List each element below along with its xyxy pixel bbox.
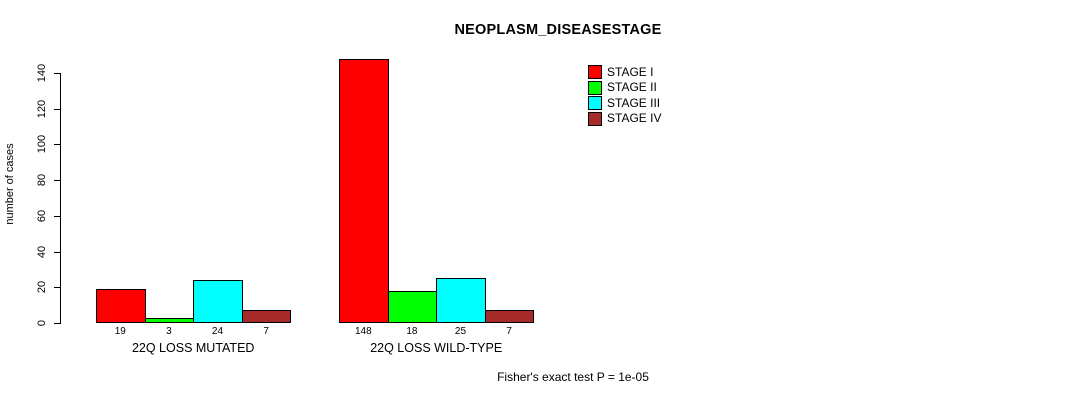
- legend-swatch-stage-ii: [588, 80, 602, 95]
- y-axis-line: [60, 73, 61, 324]
- bar-value-label: 19: [114, 326, 126, 337]
- bar-stage-ii-22q-loss-wild-type: [387, 291, 438, 323]
- bar-stage-iv-22q-loss-wild-type: [484, 310, 535, 323]
- y-tick: [54, 144, 60, 146]
- y-tick: [54, 108, 60, 110]
- bar-value-label: 25: [454, 326, 467, 337]
- legend-label: STAGE III: [607, 95, 661, 110]
- y-tick-label: 100: [36, 135, 48, 154]
- y-tick-label: 0: [36, 319, 48, 327]
- bar-stage-iii-22q-loss-mutated: [193, 280, 243, 323]
- y-axis-label: number of cases: [4, 143, 16, 225]
- legend-label: STAGE IV: [607, 111, 662, 125]
- legend-item-stage-ii: STAGE II: [588, 80, 661, 95]
- legend-item-stage-i: STAGE I: [588, 65, 661, 79]
- y-tick-label: 140: [36, 63, 48, 83]
- y-tick-label: 20: [36, 281, 48, 294]
- legend-item-stage-iii: STAGE III: [588, 96, 661, 110]
- bar-value-label: 148: [354, 326, 372, 337]
- legend-swatch-stage-iv: [588, 111, 602, 126]
- y-tick-label: 40: [36, 245, 48, 258]
- bar-stage-ii-22q-loss-mutated: [144, 318, 195, 323]
- legend-item-stage-iv: STAGE IV: [588, 111, 662, 126]
- y-tick: [54, 251, 60, 253]
- bar-stage-i-22q-loss-wild-type: [339, 59, 389, 323]
- bar-value-label: 7: [263, 326, 269, 337]
- legend-swatch-stage-iii: [588, 96, 602, 110]
- bar-value-label: 3: [166, 326, 172, 337]
- bar-value-label: 24: [211, 326, 224, 337]
- y-tick-label: 80: [36, 174, 48, 187]
- chart-title: NEOPLASM_DISEASESTAGE: [454, 22, 662, 38]
- bar-stage-i-22q-loss-mutated: [96, 289, 146, 323]
- group-label-22q-loss-mutated: 22Q LOSS MUTATED: [131, 341, 255, 355]
- y-tick: [54, 215, 60, 217]
- y-tick-label: 60: [36, 209, 48, 222]
- bar-stage-iv-22q-loss-mutated: [241, 310, 292, 323]
- bar-value-label: 7: [506, 326, 512, 337]
- group-label-22q-loss-wild-type: 22Q LOSS WILD-TYPE: [370, 341, 503, 355]
- legend: STAGE I STAGE II STAGE III STAGE IV: [588, 65, 661, 127]
- y-tick: [54, 287, 60, 289]
- legend-label: STAGE II: [607, 80, 657, 94]
- legend-swatch-stage-i: [588, 65, 602, 79]
- y-tick: [54, 180, 60, 182]
- y-tick: [54, 73, 60, 74]
- y-tick: [54, 323, 60, 324]
- y-tick-label: 120: [36, 99, 48, 118]
- legend-label: STAGE I: [607, 64, 654, 79]
- bar-value-label: 18: [406, 326, 418, 337]
- bar-stage-iii-22q-loss-wild-type: [436, 278, 486, 323]
- stats-annotation: Fisher's exact test P = 1e-05: [497, 370, 649, 384]
